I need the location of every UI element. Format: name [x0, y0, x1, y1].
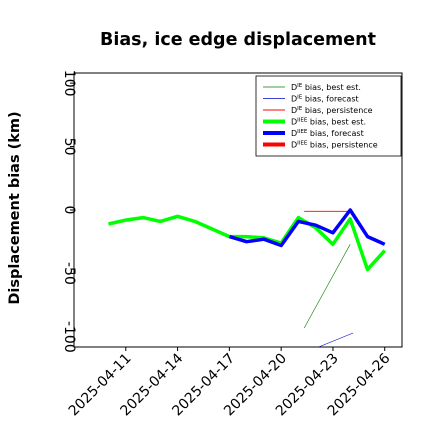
y-axis: -100 -50 0 50 100: [61, 70, 77, 353]
legend-label: DIE bias, forecast: [291, 95, 359, 104]
y-tick-label: -100: [61, 321, 77, 353]
legend-label: DIIEE bias, best est.: [291, 118, 366, 127]
legend: DIE bias, best est. DIE bias, forecast DIE…: [255, 75, 402, 157]
y-tick-label: -50: [61, 262, 77, 285]
series-line-1: [318, 332, 354, 348]
series-line-3: [108, 214, 386, 272]
chart-title: Bias, ice edge displacement: [100, 30, 376, 50]
y-tick-label: 0: [61, 206, 77, 215]
series-line-0: [303, 244, 351, 329]
legend-label: DIIEE bias, forecast: [291, 129, 364, 138]
legend-label: DIE bias, best est.: [291, 83, 361, 92]
series-line-4: [228, 208, 386, 248]
legend-label: DIIEE bias, persistence: [291, 141, 378, 150]
y-tick-label: 50: [61, 138, 77, 156]
legend-label: DIE bias, persistence: [291, 106, 373, 115]
y-tick-label: 100: [61, 70, 77, 97]
series-layer: [108, 208, 386, 348]
y-axis-label: Displacement bias (km): [7, 111, 23, 304]
